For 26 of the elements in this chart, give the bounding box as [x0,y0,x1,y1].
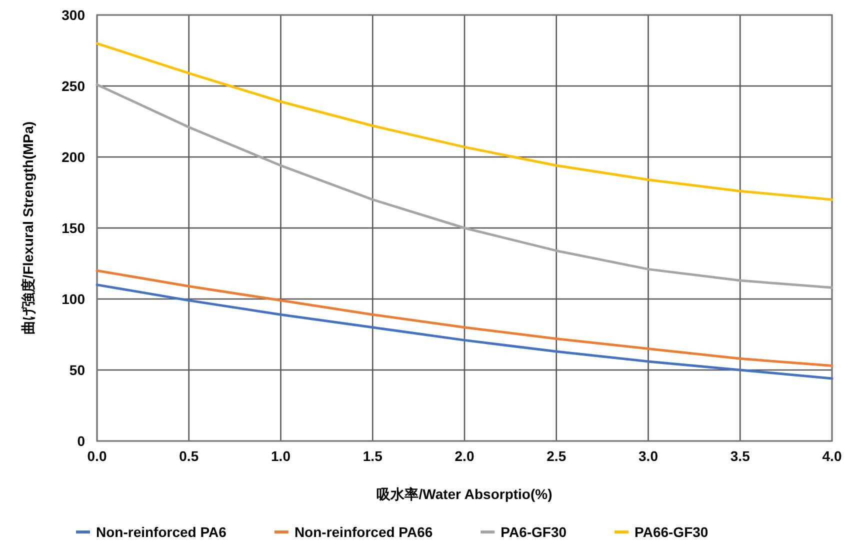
y-tick-label: 150 [62,220,86,236]
line-series [96,269,834,367]
y-tick-label: 100 [62,291,86,307]
x-tick-label: 3.5 [730,448,750,464]
y-tick-label: 300 [62,7,86,23]
x-tick-label: 3.0 [638,448,658,464]
legend-label: PA66-GF30 [634,524,708,540]
x-axis-title: 吸水率/Water Absorptio(%) [376,486,552,502]
x-tick-label: 1.0 [271,448,291,464]
x-tick-label: 2.5 [546,448,566,464]
line-series [96,83,834,289]
y-tick-label: 250 [62,78,86,94]
y-tick-label: 0 [77,433,86,449]
y-tick-label: 200 [62,149,86,165]
x-tick-label: 4.0 [822,448,842,464]
line-series [96,42,834,201]
x-tick-label: 0.0 [87,448,107,464]
y-tick-label: 50 [69,362,86,378]
legend-label: Non-reinforced PA66 [294,524,433,540]
line-series [96,284,834,380]
x-tick-label: 2.0 [454,448,474,464]
y-axis-title: 曲げ強度/Flexural Strength(MPa) [20,121,36,335]
legend-label: Non-reinforced PA6 [96,524,227,540]
x-tick-label: 0.5 [179,448,199,464]
legend-label: PA6-GF30 [500,524,567,540]
x-tick-label: 1.5 [362,448,383,464]
